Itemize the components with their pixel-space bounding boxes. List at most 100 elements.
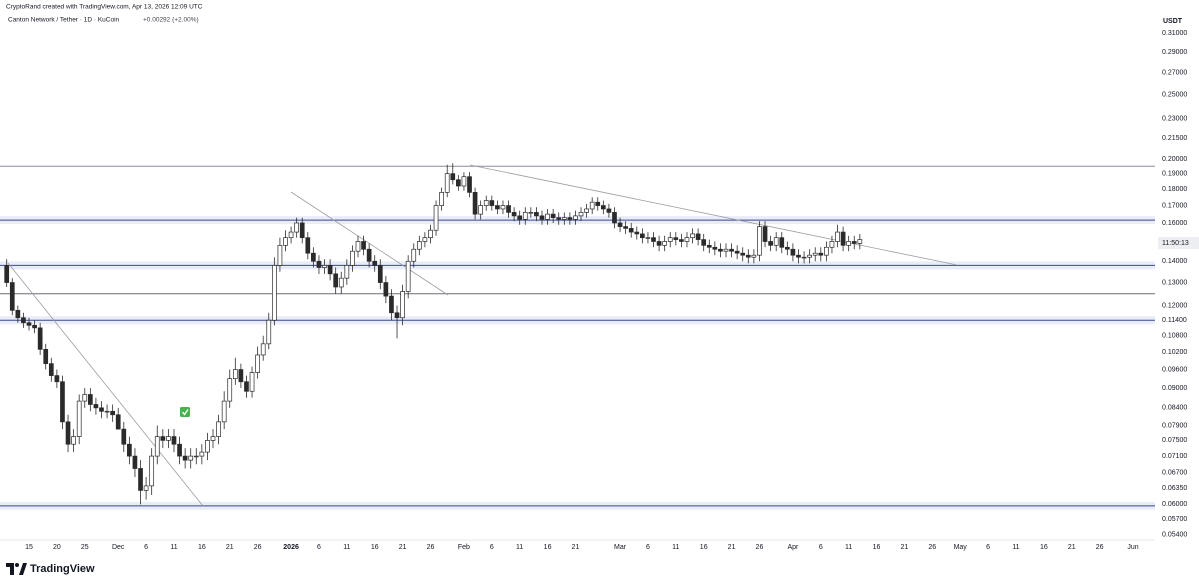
y-tick-label: 0.12000 xyxy=(1162,302,1187,309)
y-tick-label: 0.09600 xyxy=(1162,366,1187,373)
x-tick-label: Mar xyxy=(614,544,627,551)
price-change: +0.00292 (+2.00%) xyxy=(143,17,199,24)
x-tick-label: 26 xyxy=(254,544,262,551)
candle-body xyxy=(115,414,121,430)
candle-body xyxy=(467,176,472,193)
y-tick-label: 0.06700 xyxy=(1162,470,1187,477)
x-tick-label: 16 xyxy=(1040,544,1048,551)
candle-body xyxy=(15,309,21,319)
candle-body xyxy=(701,239,707,246)
x-tick-label: Feb xyxy=(458,544,470,551)
countdown-box xyxy=(1158,237,1199,249)
candle-body xyxy=(238,369,244,383)
candle-body xyxy=(227,378,233,402)
candle-body xyxy=(667,237,673,242)
candle-body xyxy=(483,200,489,206)
candle-body xyxy=(361,241,366,250)
y-tick-label: 0.10200 xyxy=(1162,349,1187,356)
candle-body xyxy=(550,213,556,218)
candle-body xyxy=(433,205,439,231)
y-tick-label: 0.05700 xyxy=(1162,516,1187,523)
candle-body xyxy=(171,436,177,445)
candle-body xyxy=(495,205,500,210)
candle-body xyxy=(65,421,71,445)
y-tick-label: 0.10800 xyxy=(1162,333,1187,340)
candle-body xyxy=(595,201,601,206)
candle-body xyxy=(54,375,60,383)
candle-body xyxy=(400,291,405,319)
candle-body xyxy=(600,205,606,210)
candle-body xyxy=(567,217,573,220)
candle-body xyxy=(461,176,467,187)
x-tick-label: Jun xyxy=(1127,544,1138,551)
x-tick-label: 26 xyxy=(928,544,936,551)
candle-body xyxy=(450,173,456,181)
candle-body xyxy=(522,212,528,220)
candle-body xyxy=(779,237,785,248)
candle-body xyxy=(4,265,10,283)
x-tick-label: 26 xyxy=(427,544,435,551)
candle-body xyxy=(807,254,812,258)
attribution: CryptoRand created with TradingView.com,… xyxy=(6,4,203,11)
check-icon xyxy=(180,407,190,417)
y-tick-label: 0.18000 xyxy=(1162,186,1187,193)
logo: TradingView xyxy=(6,563,95,575)
candle-body xyxy=(311,252,316,262)
candle-body xyxy=(500,205,506,210)
levels xyxy=(0,165,1155,510)
y-tick-label: 0.17000 xyxy=(1162,202,1187,209)
candle-body xyxy=(534,212,539,217)
candle-body xyxy=(757,226,762,256)
x-tick-label: 21 xyxy=(901,544,909,551)
candle-body xyxy=(790,248,796,256)
candle-body xyxy=(160,436,166,441)
candle-body xyxy=(327,265,333,275)
candle-body xyxy=(773,237,779,246)
candle-body xyxy=(801,256,807,259)
candle-body xyxy=(260,343,266,356)
candle-body xyxy=(640,233,645,239)
candle-body xyxy=(428,229,433,239)
candle-body xyxy=(188,455,194,461)
trend-line xyxy=(7,262,204,507)
candle-body xyxy=(812,252,818,256)
candle-body xyxy=(422,237,428,242)
x-axis: 15 20 25 Dec 6 11 16 21 26 2026 6 11 16 21 26 Feb 6 11 16 2… xyxy=(25,544,1139,551)
candle-body xyxy=(244,381,249,392)
x-tick-label: 6 xyxy=(144,544,148,551)
candle-body xyxy=(71,436,76,445)
candle-body xyxy=(634,231,640,235)
candle-body xyxy=(143,485,149,491)
candle-body xyxy=(762,226,768,242)
y-tick-label: 0.21500 xyxy=(1162,135,1187,142)
trend-line xyxy=(469,164,958,266)
x-tick-label: 15 xyxy=(25,544,33,551)
y-tick-label: 0.23000 xyxy=(1162,116,1187,123)
candle-body xyxy=(283,237,288,246)
candle-body xyxy=(305,237,311,254)
candle-body xyxy=(561,217,567,220)
x-tick-label: 6 xyxy=(490,544,494,551)
candle-body xyxy=(851,241,857,244)
x-tick-label: 21 xyxy=(1068,544,1076,551)
candle-body xyxy=(472,192,478,215)
candle-body xyxy=(673,237,679,240)
candle-body xyxy=(104,410,110,413)
candle-body xyxy=(344,265,350,279)
candle-body xyxy=(656,241,662,246)
candle-body xyxy=(9,282,15,311)
candle-body xyxy=(99,407,104,412)
candle-body xyxy=(277,244,283,266)
y-tick-label: 0.05400 xyxy=(1162,531,1187,538)
candle-body xyxy=(623,226,628,229)
x-tick-label: 11 xyxy=(1012,544,1019,551)
candle-body xyxy=(255,354,260,373)
candle-body xyxy=(439,192,444,206)
candle-body xyxy=(271,265,277,321)
candle-body xyxy=(612,212,617,224)
candle-body xyxy=(127,443,132,457)
y-tick-label: 0.07900 xyxy=(1162,422,1187,429)
candle-body xyxy=(43,348,49,364)
